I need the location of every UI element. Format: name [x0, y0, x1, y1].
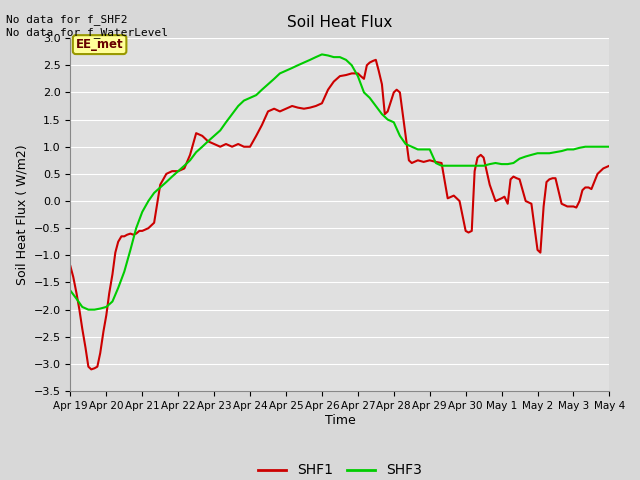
SHF3: [390, 120, 397, 125]
X-axis label: Time: Time: [324, 414, 355, 427]
SHF3: [198, 144, 206, 150]
SHF1: [106, 290, 113, 296]
SHF3: [138, 209, 146, 215]
SHF3: [318, 51, 326, 57]
Text: EE_met: EE_met: [76, 38, 124, 51]
SHF1: [318, 100, 326, 106]
SHF1: [91, 365, 99, 371]
SHF1: [211, 141, 218, 147]
SHF3: [534, 150, 541, 156]
SHF3: [605, 144, 613, 150]
SHF1: [111, 250, 119, 255]
SHF1: [516, 177, 524, 182]
SHF1: [88, 367, 95, 372]
Title: Soil Heat Flux: Soil Heat Flux: [287, 15, 392, 30]
SHF3: [67, 288, 74, 293]
SHF3: [211, 133, 218, 139]
Y-axis label: Soil Heat Flux ( W/m2): Soil Heat Flux ( W/m2): [15, 144, 28, 285]
SHF3: [600, 144, 607, 150]
Line: SHF1: SHF1: [70, 60, 609, 370]
SHF1: [372, 57, 380, 63]
Text: No data for f_SHF2
No data for f_WaterLevel: No data for f_SHF2 No data for f_WaterLe…: [6, 14, 168, 38]
SHF3: [84, 307, 92, 312]
Line: SHF3: SHF3: [70, 54, 609, 310]
SHF1: [67, 264, 74, 269]
SHF1: [605, 163, 613, 168]
Legend: SHF1, SHF3: SHF1, SHF3: [253, 458, 428, 480]
